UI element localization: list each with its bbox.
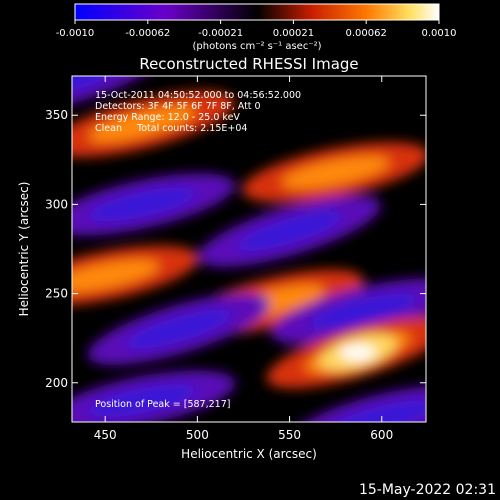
colorbar-tick-label: -0.0010 — [56, 28, 95, 39]
x-tick-label: 500 — [186, 428, 209, 442]
plot-frame — [71, 75, 427, 423]
x-tick-label: 600 — [370, 428, 393, 442]
colorbar-units: (photons cm⁻² s⁻¹ asec⁻²) — [192, 41, 321, 52]
annotations: 15-Oct-2011 04:50:52.000 to 04:56:52.000… — [95, 90, 301, 410]
colorbar-tick-label: 0.00021 — [273, 28, 314, 39]
negative-core — [126, 309, 232, 349]
y-tick-label: 250 — [45, 287, 68, 301]
colorbar-tick-label: -0.00062 — [125, 28, 170, 39]
colorbar-tick-label: 0.0010 — [422, 28, 457, 39]
annotation-line: Clean Total counts: 2.15E+04 — [95, 123, 247, 134]
footer-timestamp: 15-May-2022 02:31 — [359, 482, 496, 498]
negative-core — [236, 211, 343, 251]
y-tick-label: 300 — [45, 197, 68, 211]
colorbar-tick-label: -0.00021 — [198, 28, 243, 39]
peak-core — [339, 344, 376, 361]
x-tick-label: 450 — [94, 428, 117, 442]
emission-core — [281, 156, 390, 189]
x-axis: 450 500 550 600 — [94, 76, 393, 442]
y-tick-label: 350 — [45, 108, 68, 122]
colorbar — [74, 3, 440, 21]
annotation-line: 15-Oct-2011 04:50:52.000 to 04:56:52.000 — [95, 90, 301, 101]
colorbar-ticks: -0.0010 -0.00062 -0.00021 0.00021 0.00062 0.0… — [56, 20, 457, 39]
negative-core — [88, 384, 197, 417]
annotation-line: Energy Range: 12.0 - 25.0 keV — [95, 112, 240, 123]
y-axis: 200 250 300 350 — [45, 108, 426, 390]
x-axis-label: Heliocentric X (arcsec) — [181, 447, 317, 461]
annotation-line: Detectors: 3F 4F 5F 6F 7F 8F, Att 0 — [95, 101, 261, 112]
peak-annotation: Position of Peak = [587,217] — [95, 399, 230, 410]
x-tick-label: 550 — [278, 428, 301, 442]
chart-title: Reconstructed RHESSI Image — [139, 55, 358, 73]
y-tick-label: 200 — [45, 376, 68, 390]
y-axis-label: Heliocentric Y (arcsec) — [17, 182, 31, 317]
negative-core — [309, 293, 417, 330]
emission-core — [72, 259, 160, 292]
negative-core — [88, 187, 196, 222]
colorbar-tick-label: 0.00062 — [346, 28, 387, 39]
emission-core — [88, 106, 196, 142]
